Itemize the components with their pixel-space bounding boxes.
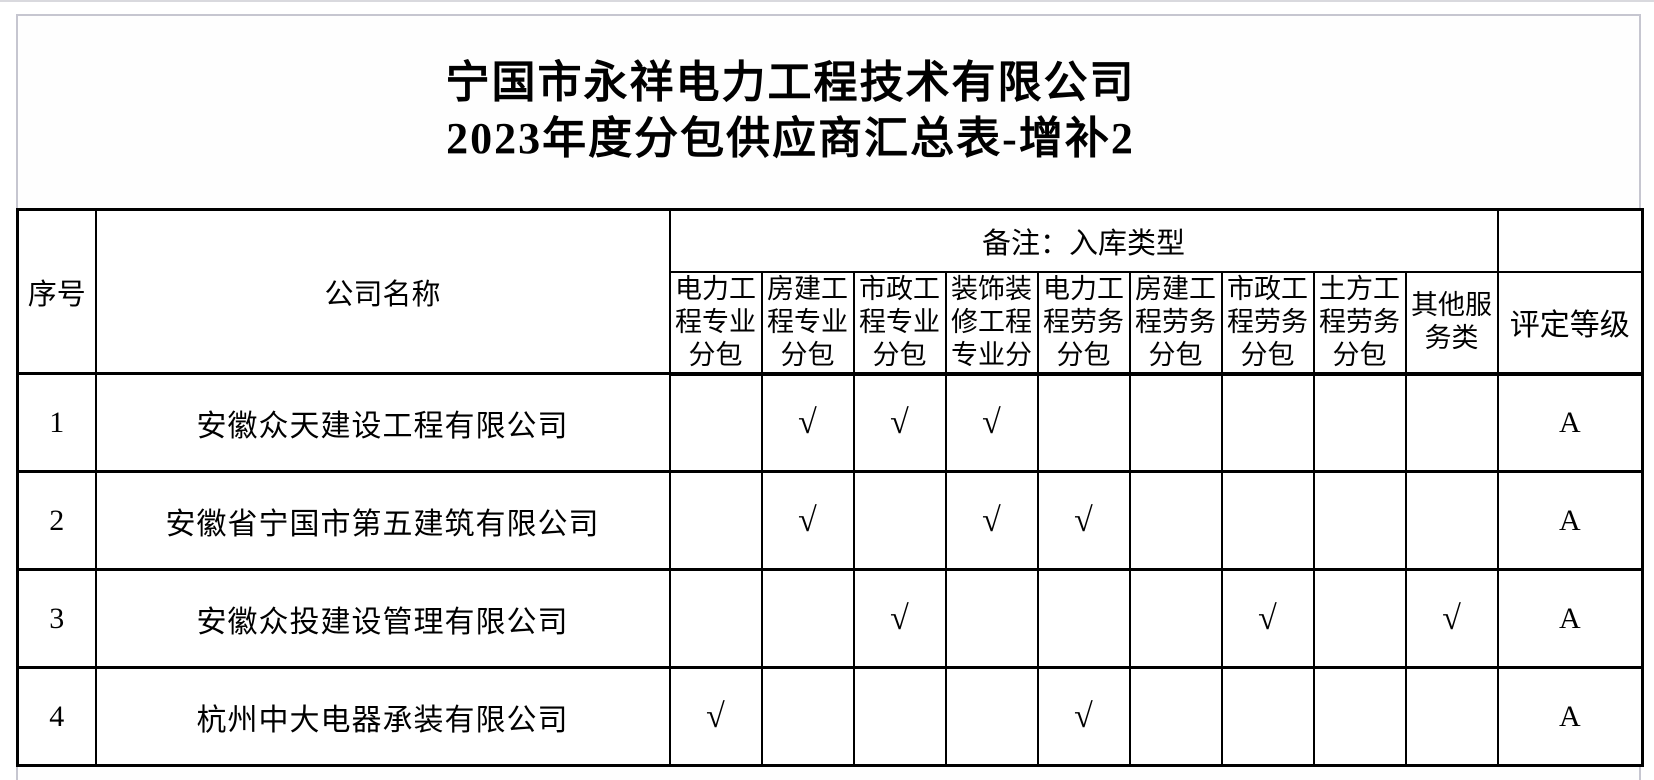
empty-check-cell <box>852 470 947 571</box>
empty-check-cell <box>1128 568 1223 669</box>
empty-check-cell <box>1404 470 1499 571</box>
empty-check-cell <box>1128 666 1223 767</box>
company-name-cell: 安徽省宁国市第五建筑有限公司 <box>94 470 671 571</box>
subcolumn-municipal-labor: 市政工程劳务分包 <box>1220 270 1315 376</box>
grade-header-spacer <box>1496 208 1644 273</box>
empty-check-cell <box>1312 568 1407 669</box>
subcolumn-earthwork-labor: 土方工程劳务分包 <box>1312 270 1407 376</box>
title-line-1: 宁国市永祥电力工程技术有限公司 <box>445 58 1136 107</box>
grade-cell: A <box>1496 470 1644 571</box>
checkmark-cell: √ <box>668 666 763 767</box>
empty-check-cell <box>852 666 947 767</box>
grade-cell: A <box>1496 666 1644 767</box>
empty-check-cell <box>1220 666 1315 767</box>
column-header-index: 序号 <box>16 208 97 375</box>
subcolumn-housing-labor: 房建工程劳务分包 <box>1128 270 1223 376</box>
checkmark-cell: √ <box>944 372 1039 473</box>
header-row-1: 序号 公司名称 备注：入库类型 <box>16 208 1644 375</box>
empty-check-cell <box>1404 372 1499 473</box>
checkmark-cell: √ <box>760 470 855 571</box>
subcolumn-housing-professional: 房建工程专业分包 <box>760 270 855 376</box>
empty-check-cell <box>668 568 763 669</box>
supplier-rows: 1 安徽众天建设工程有限公司 √ √ √ A 2 安徽省宁国市第五建筑有限公司 √ √ √ A 3 安徽众… <box>16 372 1644 767</box>
row-index-cell: 3 <box>16 568 97 669</box>
subcolumn-municipal-professional: 市政工程专业分包 <box>852 270 947 376</box>
checkmark-cell: √ <box>1404 568 1499 669</box>
supplier-summary-table: 序号 公司名称 备注：入库类型 电力工程专业分包 房建工程专业分包 市政工程专业… <box>16 208 1645 767</box>
checkmark-cell: √ <box>944 470 1039 571</box>
table-row: 2 安徽省宁国市第五建筑有限公司 √ √ √ A <box>16 470 1644 571</box>
column-header-company: 公司名称 <box>94 208 671 375</box>
row-index-cell: 4 <box>16 666 97 767</box>
empty-check-cell <box>1312 470 1407 571</box>
empty-check-cell <box>760 568 855 669</box>
subcolumn-power-labor: 电力工程劳务分包 <box>1036 270 1131 376</box>
subcolumn-power-professional: 电力工程专业分包 <box>668 270 763 376</box>
empty-check-cell <box>668 470 763 571</box>
empty-check-cell <box>1312 372 1407 473</box>
empty-check-cell <box>1128 470 1223 571</box>
checkmark-cell: √ <box>852 568 947 669</box>
empty-check-cell <box>1404 666 1499 767</box>
empty-check-cell <box>944 568 1039 669</box>
title-line-2: 2023年度分包供应商汇总表-增补2 <box>446 114 1135 163</box>
empty-check-cell <box>760 666 855 767</box>
checkmark-cell: √ <box>760 372 855 473</box>
empty-check-cell <box>1128 372 1223 473</box>
document-title: 宁国市永祥电力工程技术有限公司 2023年度分包供应商汇总表-增补2 <box>0 16 1601 206</box>
empty-check-cell <box>1220 470 1315 571</box>
checkmark-cell: √ <box>852 372 947 473</box>
table-row: 3 安徽众投建设管理有限公司 √ √ √ A <box>16 568 1644 669</box>
subcolumn-decoration-professional: 装饰装修工程专业分 <box>944 270 1039 376</box>
empty-check-cell <box>1220 372 1315 473</box>
empty-check-cell <box>1312 666 1407 767</box>
checkmark-cell: √ <box>1036 666 1131 767</box>
company-name-cell: 杭州中大电器承装有限公司 <box>94 666 671 767</box>
column-header-remark-group: 备注：入库类型 <box>668 208 1499 273</box>
table-row: 1 安徽众天建设工程有限公司 √ √ √ A <box>16 372 1644 473</box>
subcolumn-other-services: 其他服务类 <box>1404 270 1499 376</box>
empty-check-cell <box>668 372 763 473</box>
window-top-edge <box>0 0 1654 2</box>
empty-check-cell <box>944 666 1039 767</box>
company-name-cell: 安徽众投建设管理有限公司 <box>94 568 671 669</box>
row-index-cell: 2 <box>16 470 97 571</box>
grade-cell: A <box>1496 372 1644 473</box>
company-name-cell: 安徽众天建设工程有限公司 <box>94 372 671 473</box>
grade-cell: A <box>1496 568 1644 669</box>
checkmark-cell: √ <box>1036 470 1131 571</box>
column-header-grade: 评定等级 <box>1496 270 1644 376</box>
header-row-2: 电力工程专业分包 房建工程专业分包 市政工程专业分包 装饰装修工程专业分 电力工… <box>18 270 1644 376</box>
document-page: 宁国市永祥电力工程技术有限公司 2023年度分包供应商汇总表-增补2 序号 公司… <box>16 14 1645 780</box>
table-row: 4 杭州中大电器承装有限公司 √ √ A <box>16 666 1644 767</box>
empty-check-cell <box>1036 568 1131 669</box>
checkmark-cell: √ <box>1220 568 1315 669</box>
row-index-cell: 1 <box>16 372 97 473</box>
empty-check-cell <box>1036 372 1131 473</box>
